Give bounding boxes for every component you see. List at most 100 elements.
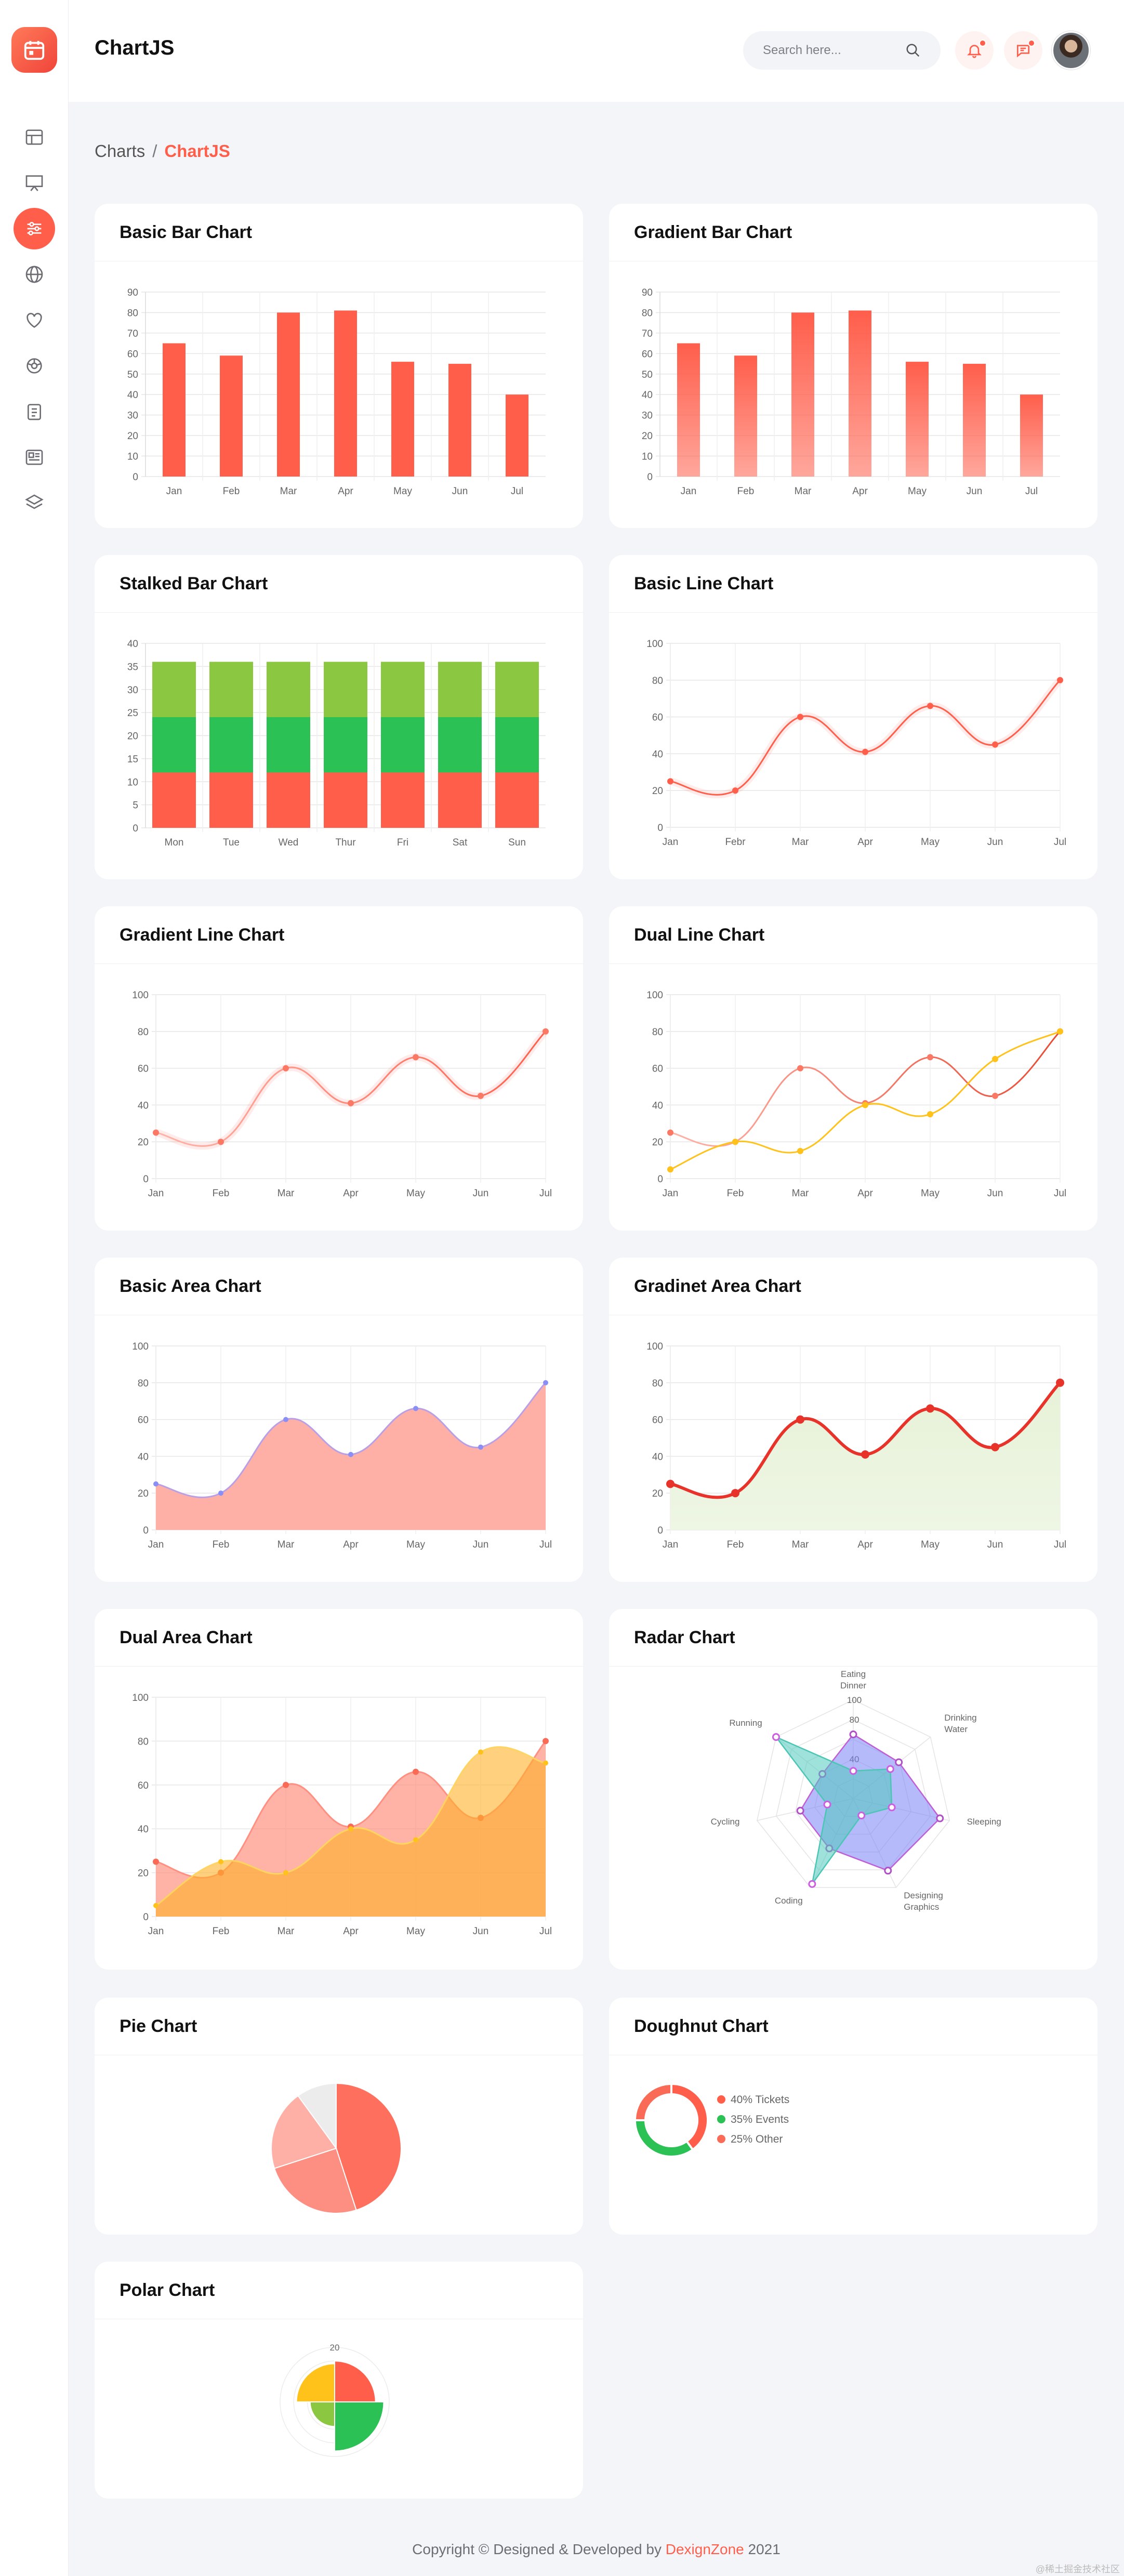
radar-series [774, 1735, 893, 1885]
bar [906, 362, 929, 477]
radar-axis-label: Cycling [711, 1817, 740, 1827]
search-placeholder: Search here... [763, 43, 841, 57]
y-tick-label: 0 [133, 472, 138, 483]
presentation-icon [25, 175, 43, 191]
data-point [927, 1054, 933, 1061]
bar [1020, 394, 1043, 477]
search-input[interactable]: Search here... [743, 31, 941, 70]
x-tick-label: Feb [213, 1188, 230, 1199]
x-tick-label: Apr [343, 1926, 359, 1937]
page-title: ChartJS [95, 36, 175, 59]
y-tick-label: 40 [127, 639, 138, 650]
y-tick-label: 0 [143, 1174, 149, 1185]
y-tick-label: 0 [657, 1525, 663, 1536]
data-point [478, 1444, 483, 1450]
bar-segment [495, 662, 539, 717]
x-tick-label: Mar [280, 486, 297, 497]
card-pie: Pie Chart [95, 1998, 583, 2235]
radar-axis-label: Eating [841, 1669, 866, 1679]
avatar[interactable] [1052, 31, 1090, 70]
x-tick-label: Jan [166, 486, 182, 497]
data-point [1057, 1028, 1063, 1035]
x-tick-label: May [921, 1188, 940, 1199]
y-tick-label: 30 [642, 411, 653, 421]
x-tick-label: Jul [539, 1926, 552, 1937]
bar [677, 343, 700, 477]
search-icon[interactable] [905, 43, 921, 58]
x-tick-label: Jun [473, 1926, 489, 1937]
sidebar-item-settings[interactable] [14, 345, 55, 387]
bar-segment [438, 717, 482, 773]
y-tick-label: 20 [127, 731, 138, 742]
layers-icon [25, 494, 44, 509]
y-tick-label: 0 [133, 823, 138, 834]
y-tick-label: 40 [138, 1100, 149, 1111]
gradient-area-chart: 0 20 40 60 80 100 Jan Feb Mar Apr May Jun Jul [646, 1341, 1066, 1550]
bar-segment [495, 717, 539, 773]
sidebar-item-clipboard[interactable] [14, 391, 55, 432]
card-radar: Radar Chart 4080100EatingDinnerDrinkingW… [609, 1609, 1097, 1970]
bar [334, 310, 357, 477]
bar-segment [152, 772, 196, 828]
x-tick-label: May [406, 1188, 425, 1199]
data-point [348, 1100, 354, 1106]
y-tick-label: 70 [642, 328, 653, 339]
bar [277, 312, 300, 477]
y-tick-label: 5 [133, 800, 138, 811]
y-tick-label: 100 [646, 639, 663, 650]
sidebar-item-newspaper[interactable] [14, 437, 55, 478]
data-point [153, 1858, 159, 1865]
sidebar-item-globe[interactable] [14, 254, 55, 295]
x-tick-label: Jun [967, 486, 983, 497]
data-point [153, 1481, 158, 1487]
y-tick-label: 80 [652, 1378, 663, 1389]
y-tick-label: 60 [138, 1780, 149, 1791]
basic-area-chart: 0 20 40 60 80 100 Jan Feb Mar Apr May Jun Jul [132, 1341, 552, 1550]
data-point [1057, 677, 1063, 683]
y-tick-label: 80 [138, 1736, 149, 1747]
x-tick-label: Jul [511, 486, 523, 497]
bar-segment [381, 662, 425, 717]
y-tick-label: 80 [127, 308, 138, 319]
y-tick-label: 20 [138, 1137, 149, 1148]
axes: 0 20 40 60 80 100 Jan Febr Mar Apr May Jun Jul [646, 639, 1066, 848]
sidebar-item-layers[interactable] [14, 482, 55, 524]
card-dual-area: Dual Area Chart 0 20 40 60 80 100 Jan Feb Mar Apr… [95, 1609, 583, 1970]
legend-swatch [717, 2135, 725, 2143]
data-point [667, 1129, 673, 1136]
x-tick-label: Sun [508, 837, 526, 848]
footer-company-link[interactable]: DexignZone [665, 2541, 744, 2557]
y-tick-label: 40 [138, 1451, 149, 1462]
data-point [667, 1166, 673, 1173]
x-tick-label: Jun [473, 1188, 489, 1199]
app-logo[interactable] [11, 27, 57, 73]
sidebar-item-sliders[interactable] [14, 208, 55, 249]
data-point [543, 1738, 549, 1745]
y-tick-label: 60 [138, 1415, 149, 1426]
data-point [992, 1055, 998, 1062]
messages-button[interactable] [1004, 31, 1042, 70]
bar [506, 394, 528, 477]
data-point [283, 1870, 288, 1875]
y-tick-label: 60 [652, 1415, 663, 1426]
notification-button[interactable] [955, 31, 994, 70]
radar-point [849, 1730, 857, 1738]
sidebar-item-presentation[interactable] [14, 162, 55, 204]
sidebar-item-dashboard[interactable] [14, 116, 55, 158]
radar-axis-label: Designing [904, 1891, 943, 1900]
stacked-bar-chart: 0 5 10 15 20 25 30 35 40 Mon Tue Wed Thur Fri Sat Sun [127, 639, 546, 848]
radar-point [772, 1733, 780, 1741]
breadcrumb-parent[interactable]: Charts [95, 141, 146, 161]
x-tick-label: Jun [473, 1539, 489, 1550]
y-tick-label: 40 [127, 390, 138, 401]
card-stacked-bar: Stalked Bar Chart 0 5 10 15 20 25 30 35 40 Mon Tue… [95, 555, 583, 879]
x-tick-label: Feb [213, 1539, 230, 1550]
x-tick-label: May [393, 486, 412, 497]
radar-axis-label: Water [944, 1724, 968, 1734]
x-tick-label: Jan [148, 1539, 164, 1550]
sliders-icon [27, 222, 42, 235]
sidebar-item-heart[interactable] [14, 299, 55, 341]
radar-point [884, 1867, 892, 1875]
x-tick-label: Mon [165, 837, 184, 848]
data-point [283, 1781, 289, 1788]
